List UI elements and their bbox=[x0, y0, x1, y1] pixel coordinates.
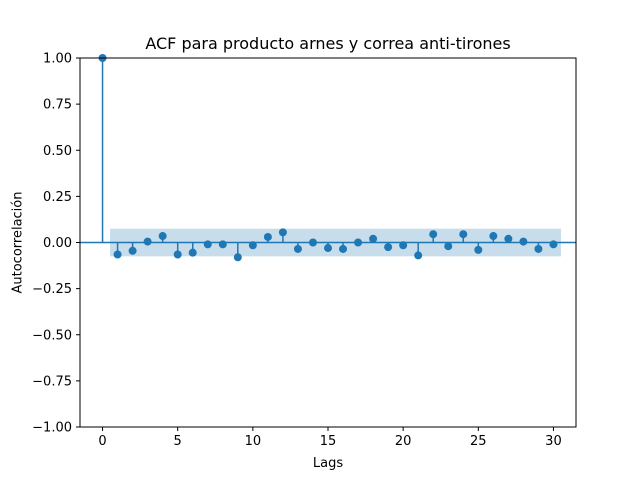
acf-point-lag-3 bbox=[143, 237, 152, 246]
y-ticks: −1.00 −0.75 −0.50 −0.25 0.00 0.25 0.50 0.75 1.00 bbox=[32, 52, 80, 436]
acf-point-lag-23 bbox=[444, 242, 453, 251]
acf-point-lag-29 bbox=[534, 244, 543, 253]
x-ticks: 0 5 10 15 20 25 30 bbox=[98, 427, 562, 449]
acf-point-lag-27 bbox=[504, 234, 513, 243]
x-tick-label: 30 bbox=[545, 434, 562, 449]
y-tick-label: 0.50 bbox=[43, 144, 72, 159]
y-tick-label: −0.50 bbox=[32, 328, 72, 343]
acf-point-lag-24 bbox=[459, 230, 468, 239]
y-axis-label: Autocorrelación bbox=[11, 192, 26, 294]
acf-point-lag-11 bbox=[263, 232, 272, 241]
acf-point-lag-4 bbox=[158, 232, 167, 241]
acf-point-lag-1 bbox=[113, 250, 122, 259]
acf-point-lag-17 bbox=[354, 238, 363, 247]
acf-point-lag-6 bbox=[188, 248, 197, 257]
acf-point-lag-22 bbox=[429, 230, 438, 239]
x-tick-label: 15 bbox=[320, 434, 337, 449]
acf-point-lag-20 bbox=[399, 241, 408, 250]
x-tick-label: 20 bbox=[395, 434, 412, 449]
chart-title: ACF para producto arnes y correa anti-ti… bbox=[145, 34, 510, 53]
y-tick-label: 1.00 bbox=[43, 52, 72, 67]
acf-point-lag-8 bbox=[218, 240, 227, 249]
stems-layer bbox=[101, 58, 555, 258]
acf-point-lag-7 bbox=[203, 240, 212, 249]
acf-point-lag-10 bbox=[248, 241, 257, 250]
acf-point-lag-16 bbox=[339, 244, 348, 253]
x-tick-label: 5 bbox=[174, 434, 182, 449]
x-axis-label: Lags bbox=[313, 456, 343, 471]
acf-point-lag-25 bbox=[474, 245, 483, 254]
acf-point-lag-19 bbox=[384, 243, 393, 252]
acf-point-lag-28 bbox=[519, 237, 528, 246]
acf-point-lag-21 bbox=[414, 251, 423, 260]
acf-point-lag-9 bbox=[233, 253, 242, 262]
acf-point-lag-5 bbox=[173, 250, 182, 259]
acf-point-lag-12 bbox=[278, 228, 287, 237]
x-tick-label: 25 bbox=[470, 434, 487, 449]
x-tick-label: 10 bbox=[245, 434, 262, 449]
x-tick-label: 0 bbox=[98, 434, 106, 449]
acf-point-lag-26 bbox=[489, 232, 498, 241]
y-tick-label: −0.25 bbox=[32, 282, 72, 297]
acf-point-lag-13 bbox=[293, 244, 302, 253]
acf-point-lag-14 bbox=[308, 238, 317, 247]
acf-point-lag-18 bbox=[369, 234, 378, 243]
y-tick-label: 0.00 bbox=[43, 236, 72, 251]
acf-point-lag-2 bbox=[128, 246, 137, 255]
y-tick-label: −1.00 bbox=[32, 421, 72, 436]
markers-layer bbox=[98, 54, 558, 262]
y-tick-label: 0.25 bbox=[43, 190, 72, 205]
y-tick-label: −0.75 bbox=[32, 374, 72, 389]
acf-point-lag-15 bbox=[324, 244, 332, 253]
y-tick-label: 0.75 bbox=[43, 98, 72, 113]
acf-point-lag-30 bbox=[549, 240, 558, 249]
